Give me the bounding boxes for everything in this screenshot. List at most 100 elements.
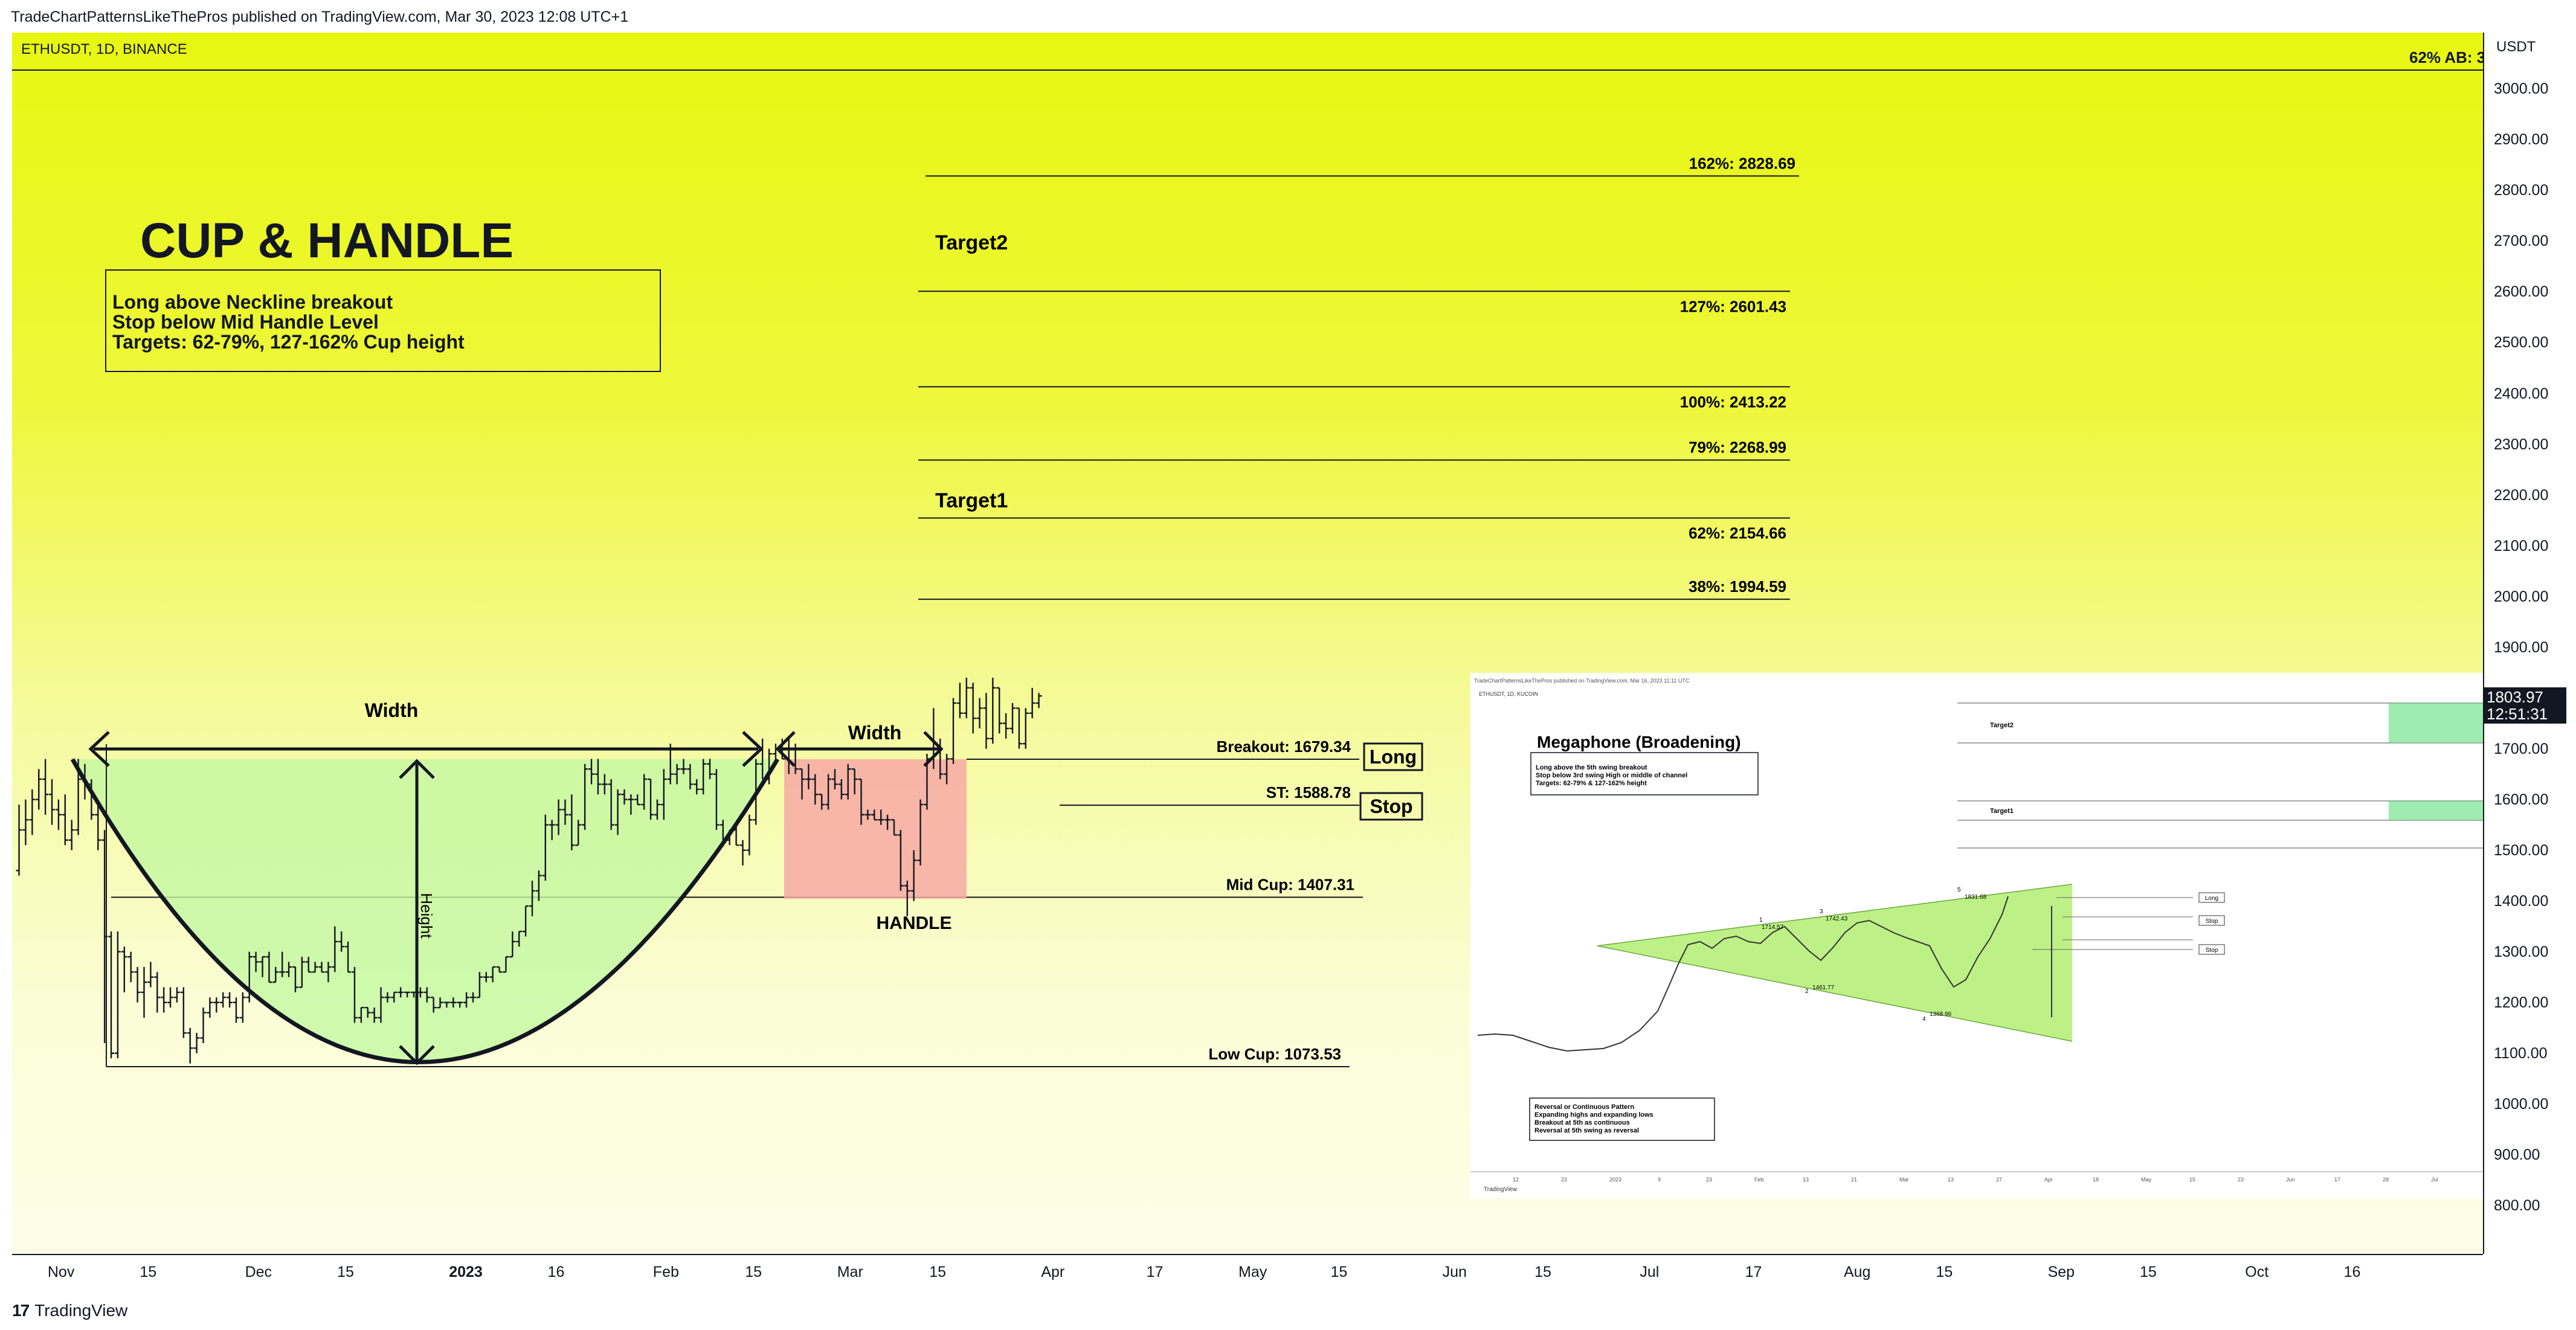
price-bar bbox=[82, 763, 88, 800]
price-tick: 2800.00 bbox=[2494, 182, 2549, 199]
price-bar bbox=[588, 759, 595, 785]
price-bar bbox=[845, 763, 851, 800]
pattern-title: CUP & HANDLE bbox=[140, 213, 514, 268]
inset-title: Megaphone (Broadening) bbox=[1537, 733, 1741, 751]
inset-month-tick: 2023 bbox=[1609, 1177, 1621, 1183]
inset-upper-line bbox=[1597, 884, 2073, 946]
time-tick: Jun bbox=[1442, 1264, 1467, 1280]
price-bar bbox=[266, 951, 272, 983]
price-bar bbox=[746, 814, 753, 856]
price-bar bbox=[963, 678, 970, 719]
symbol-label: ETHUSDT, 1D, BINANCE bbox=[21, 41, 187, 57]
inset-stop-box bbox=[2198, 915, 2225, 926]
price-bar bbox=[660, 769, 667, 820]
publish-header: TradeChartPatternsLikeThePros published … bbox=[0, 0, 2576, 33]
inset-point-3: 3 bbox=[1820, 908, 1823, 915]
inset-price-4: 1368.96 bbox=[1930, 1011, 1952, 1018]
inset-month-tick: Jul bbox=[2431, 1177, 2438, 1183]
price-bar bbox=[694, 779, 700, 795]
width-arrowheads-cup bbox=[88, 731, 764, 767]
price-bar bbox=[634, 794, 641, 806]
price-bar bbox=[503, 956, 509, 973]
price-bar bbox=[523, 905, 529, 937]
time-tick: 15 bbox=[2140, 1264, 2157, 1280]
time-tick: 15 bbox=[745, 1264, 762, 1280]
price-bar bbox=[469, 992, 476, 1003]
level-label: 79%: 2268.99 bbox=[1689, 439, 1786, 457]
inset-month-tick: 23 bbox=[2238, 1177, 2244, 1183]
price-bar bbox=[1022, 708, 1029, 749]
price-tick: 1700.00 bbox=[2494, 740, 2549, 757]
time-tick: 15 bbox=[140, 1264, 157, 1280]
inset-svg: TradeChartPatternsLikeThePros published … bbox=[1470, 678, 2483, 1193]
price-bar bbox=[851, 768, 858, 795]
inset-header: TradeChartPatternsLikeThePros published … bbox=[1474, 678, 1690, 684]
inset-month-tick: Feb bbox=[1754, 1177, 1764, 1183]
price-bar bbox=[890, 819, 897, 836]
price-bar bbox=[345, 941, 352, 973]
price-bar bbox=[233, 997, 239, 1023]
countdown: 12:51:31 bbox=[2487, 705, 2548, 723]
price-bar bbox=[213, 997, 220, 1013]
price-tick: 2900.00 bbox=[2494, 131, 2549, 149]
price-bar bbox=[917, 799, 924, 866]
inset-stop2-box bbox=[2198, 944, 2225, 955]
price-bar bbox=[404, 991, 411, 998]
price-bar bbox=[549, 820, 555, 840]
inset-month-tick: 17 bbox=[2334, 1177, 2340, 1183]
inset-month-tick: 27 bbox=[1996, 1177, 2002, 1183]
price-bar bbox=[753, 759, 759, 825]
time-axis[interactable]: Nov 15 Dec 15 2023 16 Feb 15 Mar 15 Apr 17 May 15 Jun 1… bbox=[12, 1254, 2483, 1287]
inset-month-tick: 12 bbox=[1513, 1177, 1519, 1183]
price-bar bbox=[831, 769, 838, 789]
price-bar bbox=[1035, 693, 1042, 708]
inset-note-box bbox=[1529, 1097, 1715, 1141]
price-bar bbox=[865, 809, 871, 820]
price-bar bbox=[641, 774, 648, 810]
price-bar bbox=[279, 951, 286, 977]
inset-month-tick: 9 bbox=[1658, 1177, 1661, 1183]
price-bar bbox=[621, 789, 628, 805]
inset-long: Long bbox=[2205, 895, 2218, 902]
price-bar bbox=[187, 1027, 193, 1064]
price-bar bbox=[648, 778, 654, 820]
price-axis[interactable]: USDT 3000.00 2900.00 2800.00 2700.00 2600.00… bbox=[2483, 33, 2576, 1254]
price-bar bbox=[720, 820, 726, 846]
price-axis-currency: USDT bbox=[2496, 39, 2536, 55]
height-label: Height bbox=[417, 893, 436, 939]
time-tick: Oct bbox=[2245, 1264, 2269, 1280]
inset-month-tick: 13 bbox=[1948, 1177, 1954, 1183]
price-tick: 1500.00 bbox=[2494, 841, 2549, 859]
price-bar bbox=[457, 1001, 463, 1008]
price-bar bbox=[88, 779, 95, 820]
price-bar bbox=[516, 930, 523, 947]
inset-footer: TradingView bbox=[1484, 1186, 1518, 1193]
price-bar bbox=[950, 698, 956, 764]
inset-month-tick: Jun bbox=[2286, 1177, 2295, 1183]
price-bar bbox=[489, 966, 496, 983]
price-tick: 1000.00 bbox=[2494, 1095, 2549, 1113]
price-bar bbox=[450, 997, 457, 1008]
price-bar bbox=[956, 683, 963, 719]
tradingview-brand[interactable]: 17 TradingView bbox=[12, 1301, 127, 1320]
price-bar bbox=[259, 956, 266, 977]
price-bar bbox=[614, 789, 621, 835]
price-bar bbox=[680, 759, 687, 774]
time-tick: Aug bbox=[1843, 1264, 1871, 1280]
inset-stop1: Stop bbox=[2206, 918, 2218, 925]
inset-point-2: 2 bbox=[1805, 988, 1809, 995]
price-bar bbox=[575, 820, 582, 846]
price-bar bbox=[476, 972, 483, 998]
inset-price-5: 1831.68 bbox=[1965, 894, 1987, 901]
time-tick: Nov bbox=[47, 1264, 75, 1280]
price-bar bbox=[733, 824, 739, 846]
price-bar bbox=[246, 951, 253, 1003]
price-bar bbox=[674, 763, 680, 785]
price-bar bbox=[207, 997, 213, 1018]
price-bar bbox=[127, 951, 134, 983]
price-tick: 3000.00 bbox=[2494, 80, 2549, 98]
price-tick: 1200.00 bbox=[2494, 994, 2549, 1011]
inset-month-tick: May bbox=[2141, 1177, 2152, 1183]
inset-month-tick: 23 bbox=[1561, 1177, 1567, 1183]
